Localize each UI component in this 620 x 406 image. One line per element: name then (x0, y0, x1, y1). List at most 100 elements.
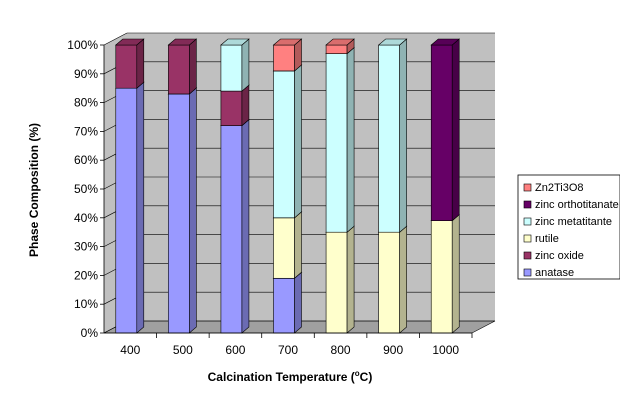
bars (114, 38, 461, 334)
bar-segment (272, 64, 303, 219)
legend-box (517, 174, 620, 280)
legend-swatch (523, 234, 532, 243)
bar-face (273, 44, 295, 72)
bar-segment (114, 38, 145, 89)
x-axis-title-sup: o (355, 369, 360, 378)
x-tick-label: 700 (278, 343, 298, 357)
bar-face (115, 87, 138, 334)
bar-top (220, 38, 250, 46)
bar-face (273, 217, 295, 279)
y-tick-label: 10% (74, 297, 98, 311)
bar-face (168, 93, 190, 334)
bar-top (167, 38, 198, 46)
y-axis-title: Phase Composition (%) (27, 123, 41, 257)
legend-label: Zn2Ti3O8 (535, 182, 584, 194)
bar-side (294, 64, 302, 219)
bar-side (399, 38, 407, 233)
bar-face (325, 44, 348, 54)
bar-side (241, 118, 250, 334)
legend-label: zinc oxide (535, 250, 584, 262)
y-tick-label: 40% (74, 211, 98, 225)
legend-swatch (523, 183, 532, 192)
x-tick-label: 600 (225, 343, 245, 357)
bar-face (325, 231, 348, 334)
y-tick-label: 30% (74, 240, 98, 254)
x-tick-label: 500 (173, 343, 193, 357)
x-tick-label: 400 (120, 343, 140, 357)
bar-side (241, 84, 250, 127)
legend: Zn2Ti3O8 zinc orthotitanate zinc metatitan… (517, 174, 620, 280)
bar-top (377, 38, 408, 46)
bar-side (451, 214, 460, 334)
bar-face (220, 125, 243, 334)
bar-face (430, 220, 453, 334)
bar-top (430, 38, 461, 46)
bar-face (378, 44, 400, 233)
bar-segment (272, 211, 303, 279)
bar-side (451, 38, 460, 222)
bar-segment (325, 38, 355, 55)
y-tick-label: 100% (67, 38, 98, 52)
bar-side (346, 46, 355, 233)
legend-label: zinc metatitante (535, 216, 612, 228)
bar-side (294, 211, 302, 279)
legend-label: zinc orthotitanate (535, 199, 619, 211)
legend-swatch (523, 251, 532, 260)
bar-top (272, 38, 303, 46)
bar-face (220, 90, 243, 126)
bar-segment (430, 38, 461, 222)
bar-segment (272, 271, 303, 334)
bar-face (220, 44, 243, 92)
legend-swatch (523, 217, 532, 226)
bar-face (430, 44, 453, 221)
x-tick-label: 1000 (432, 343, 459, 357)
y-tick-label: 60% (74, 153, 98, 167)
bar-top (114, 38, 145, 46)
bar-segment (167, 87, 198, 334)
bar-segment (430, 214, 461, 334)
bar-segment (377, 225, 408, 334)
bar-face (378, 231, 400, 334)
bar-face (168, 44, 190, 95)
legend-label: rutile (535, 233, 559, 245)
bar-face (273, 277, 295, 334)
x-tick-label: 900 (383, 343, 403, 357)
bar-segment (325, 225, 355, 334)
y-tick-label: 70% (74, 124, 98, 138)
bar-segment (377, 38, 408, 233)
bar-top (325, 38, 355, 46)
legend-swatch (523, 268, 532, 277)
x-axis-title: Calcination Temperature (oC) (208, 369, 373, 384)
bar-side (189, 87, 197, 334)
bar-segment (167, 38, 198, 95)
bar-segment (272, 38, 303, 72)
y-tick-label: 50% (74, 182, 98, 196)
x-axis-title-unit: C) (360, 370, 373, 384)
bar-face (273, 70, 295, 219)
bar-side (294, 271, 302, 334)
x-axis-title-main: Calcination Temperature ( (208, 370, 355, 384)
y-tick-label: 20% (74, 268, 98, 282)
bar-segment (220, 118, 250, 334)
bar-segment (325, 46, 355, 233)
y-tick-label: 90% (74, 67, 98, 81)
bar-side (136, 38, 145, 89)
bar-side (346, 225, 355, 334)
y-tick-label: 80% (74, 96, 98, 110)
bar-side (136, 81, 145, 334)
bar-face (325, 53, 348, 233)
x-axis: 400 500 600 700 800 900 1000 (104, 332, 473, 357)
legend-swatch (523, 200, 532, 209)
y-tick-label: 0% (81, 326, 99, 340)
gridline (103, 32, 128, 46)
legend-label: anatase (535, 267, 574, 279)
bar-side (241, 38, 250, 92)
bar-side (189, 38, 197, 95)
bar-segment (220, 38, 250, 92)
bar-side (399, 225, 407, 334)
bar-segment (114, 81, 145, 334)
x-tick-label: 800 (331, 343, 351, 357)
bar-face (115, 44, 138, 89)
